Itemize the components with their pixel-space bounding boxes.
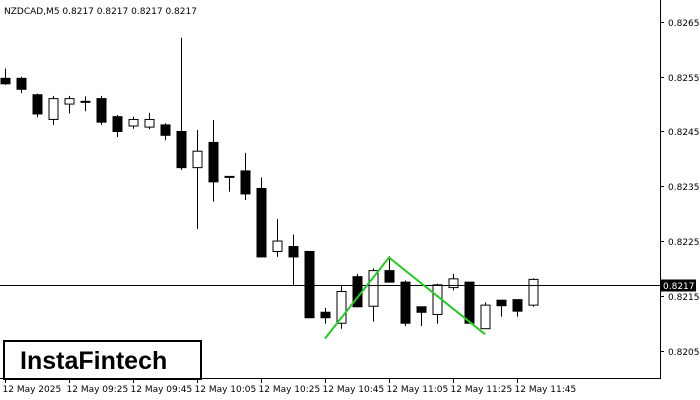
candle-body-bearish <box>112 116 123 132</box>
candle <box>112 115 123 137</box>
candle-body-bearish <box>0 77 11 85</box>
candle-body-bearish <box>304 250 315 319</box>
candle-body-bearish <box>320 311 331 319</box>
candle-body-bearish <box>176 130 187 169</box>
candle <box>304 250 315 319</box>
time-tick-label: 12 May 10:25 <box>259 385 321 395</box>
time-tick-label: 12 May 11:25 <box>451 385 513 395</box>
candle-body-bearish <box>384 270 395 283</box>
price-tick-label: 0.8245 <box>668 128 700 138</box>
candle <box>384 256 395 283</box>
candle <box>32 93 43 118</box>
chart-title: NZDCAD,M5 0.8217 0.8217 0.8217 0.8217 <box>4 7 197 17</box>
logo-box <box>3 340 202 380</box>
candle <box>0 68 11 85</box>
candle-body-bearish <box>240 170 251 195</box>
candle-body-bearish <box>512 299 523 312</box>
candle-body-bullish <box>64 98 75 105</box>
candle <box>128 116 139 129</box>
candle-body-bullish <box>272 240 283 252</box>
candle <box>448 273 459 291</box>
candle <box>48 95 59 125</box>
candle <box>64 95 75 114</box>
candle <box>464 281 475 324</box>
candle-body-bearish <box>32 94 43 115</box>
candle <box>96 95 107 125</box>
time-tick-label: 12 May 09:45 <box>131 385 193 395</box>
candle <box>320 307 331 324</box>
time-tick-label: 12 May 10:45 <box>323 385 385 395</box>
candle-body-bearish <box>224 175 235 178</box>
current-price-badge <box>660 279 696 292</box>
candles-layer <box>0 37 539 330</box>
candle <box>272 219 283 257</box>
candle-body-bullish <box>336 290 347 324</box>
candle <box>480 302 491 330</box>
candle-body-bearish <box>208 141 219 183</box>
candle <box>160 123 171 141</box>
candle-body-bearish <box>96 98 107 123</box>
price-tick-label: 0.8265 <box>668 19 700 29</box>
candle-body-bearish <box>288 246 299 258</box>
instafintech-logo: InstaFintech <box>20 347 167 375</box>
candle <box>496 299 507 317</box>
price-axis: 0.82650.82550.82450.82350.82250.82150.82… <box>660 19 700 358</box>
candle-body-bullish <box>368 270 379 307</box>
candle <box>400 280 411 326</box>
candle-body-bullish <box>48 98 59 120</box>
candle-body-bullish <box>448 278 459 289</box>
candle-body-bearish <box>464 281 475 324</box>
candle <box>240 152 251 200</box>
time-tick-label: 12 May 2025 <box>3 385 62 395</box>
candle-body-bearish <box>80 100 91 103</box>
candle <box>208 119 219 202</box>
candle-body-bearish <box>256 187 267 258</box>
time-tick-label: 12 May 10:05 <box>195 385 257 395</box>
candle-body-bearish <box>160 124 171 136</box>
candle <box>176 37 187 170</box>
candle <box>144 112 155 130</box>
candle-body-bearish <box>496 299 507 307</box>
candle-body-bullish <box>480 304 491 330</box>
price-tick-label: 0.8205 <box>668 348 700 358</box>
candle <box>16 76 27 94</box>
candle-body-bearish <box>400 281 411 324</box>
candle-body-bullish <box>192 150 203 169</box>
double-top-pattern-line <box>324 256 486 340</box>
candle-body-bullish <box>528 278 539 306</box>
time-axis: 12 May 2025 12 May 09:25 12 May 09:45 12 Ma… <box>3 379 577 395</box>
time-tick-label: 12 May 11:05 <box>387 385 449 395</box>
time-tick-label: 12 May 11:45 <box>515 385 577 395</box>
candle <box>224 175 235 192</box>
price-tick-label: 0.8255 <box>668 74 700 84</box>
candle <box>192 129 203 229</box>
price-tick-label: 0.8215 <box>668 293 700 303</box>
candle <box>256 177 267 258</box>
candle <box>80 96 91 112</box>
candle <box>512 299 523 317</box>
candle <box>528 278 539 307</box>
time-tick-label: 12 May 09:25 <box>67 385 129 395</box>
candle <box>336 284 347 329</box>
candle-body-bullish <box>128 118 139 127</box>
candle-body-bullish <box>144 118 155 128</box>
candle-body-bearish <box>416 306 427 313</box>
price-tick-label: 0.8235 <box>668 183 700 193</box>
candle <box>416 306 427 326</box>
price-tick-label: 0.8225 <box>668 238 700 248</box>
current-price-label: 0.8217 <box>663 282 695 292</box>
candle-body-bearish <box>16 77 27 90</box>
candle <box>288 234 299 285</box>
